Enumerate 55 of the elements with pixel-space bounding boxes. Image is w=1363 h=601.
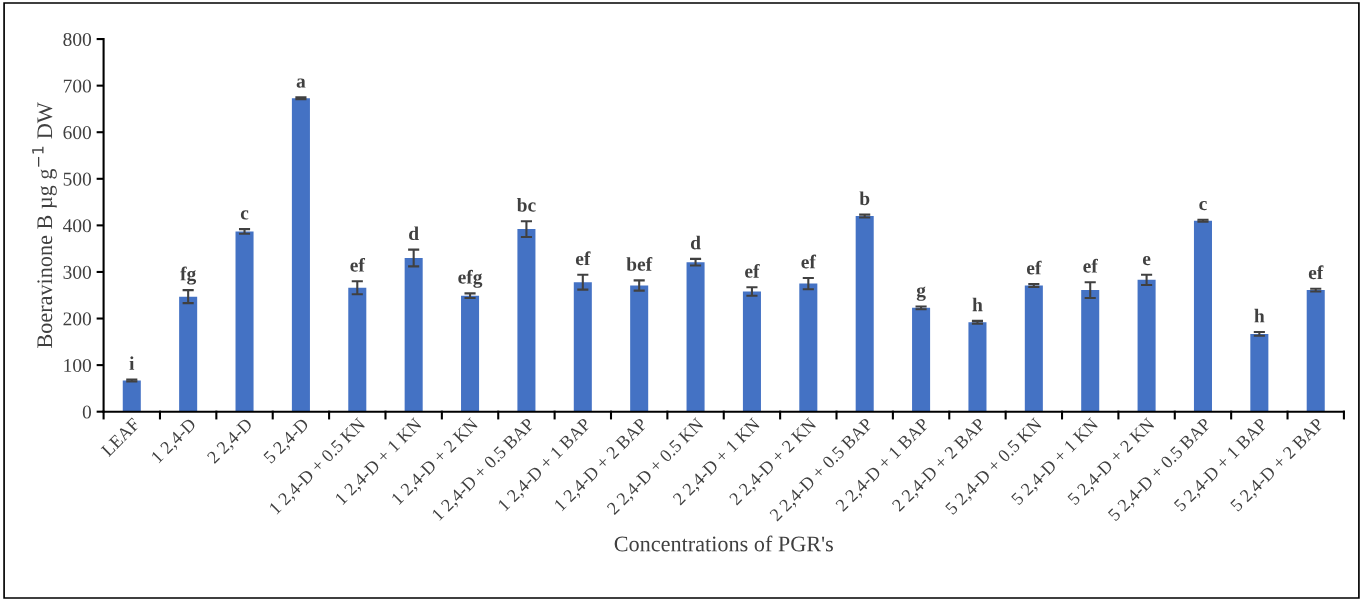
annotation: bc: [516, 197, 536, 212]
annotation: efg: [458, 269, 483, 288]
bar: [122, 380, 141, 412]
x-axis-title: Concentrations of PGR's: [614, 535, 833, 552]
bar: [348, 287, 367, 412]
y-tick-label: 700: [63, 79, 92, 93]
annotation: ef: [1083, 258, 1098, 273]
annotation: ef: [1026, 260, 1042, 275]
annotation: h: [972, 297, 983, 312]
y-tick-label: 800: [63, 32, 92, 46]
bar: [1081, 290, 1100, 412]
annotation: fg: [180, 266, 197, 285]
annotation: ef: [801, 254, 817, 269]
annotation: d: [409, 226, 419, 241]
y-tick-label: 600: [63, 126, 92, 140]
annotation: ef: [1308, 265, 1324, 280]
y-tick-label: 0: [82, 405, 92, 419]
bar: [1306, 290, 1325, 412]
y-tick-label: 500: [63, 172, 92, 186]
bar: [686, 262, 705, 412]
bar: [1024, 285, 1043, 412]
bar: [291, 98, 310, 412]
bar: [517, 229, 536, 412]
annotation: e: [1142, 255, 1151, 266]
y-tick-label: 100: [64, 358, 92, 373]
y-tick-label: 400: [63, 219, 92, 233]
bar: [855, 216, 874, 412]
annotation: ef: [575, 251, 591, 266]
bar: [404, 257, 423, 412]
bar: [630, 285, 649, 412]
bar: [235, 231, 254, 412]
bar: [461, 295, 480, 412]
annotation: ef: [745, 263, 760, 278]
annotation: c: [240, 210, 249, 220]
annotation: i: [129, 356, 135, 370]
y-tick-label: 200: [63, 312, 92, 326]
annotation: c: [1199, 200, 1207, 211]
bar: [968, 322, 987, 412]
bar: [573, 282, 592, 412]
bar: [1250, 333, 1269, 412]
bar: [799, 283, 818, 412]
annotation: bef: [626, 256, 653, 271]
annotation: g: [916, 286, 926, 301]
annotation: d: [690, 235, 701, 250]
y-axis-title: Boeravinone B µg g$^{−1}$ DW: [32, 102, 57, 348]
y-tick-label: 300: [63, 265, 92, 279]
bar: [1137, 279, 1156, 412]
bar: [179, 296, 198, 412]
annotation: h: [1254, 308, 1265, 323]
bar: [1193, 220, 1212, 412]
bar: [742, 291, 761, 412]
bar: [912, 307, 931, 412]
annotation: ef: [350, 257, 366, 272]
annotation: b: [859, 191, 870, 206]
annotation: a: [296, 78, 306, 88]
